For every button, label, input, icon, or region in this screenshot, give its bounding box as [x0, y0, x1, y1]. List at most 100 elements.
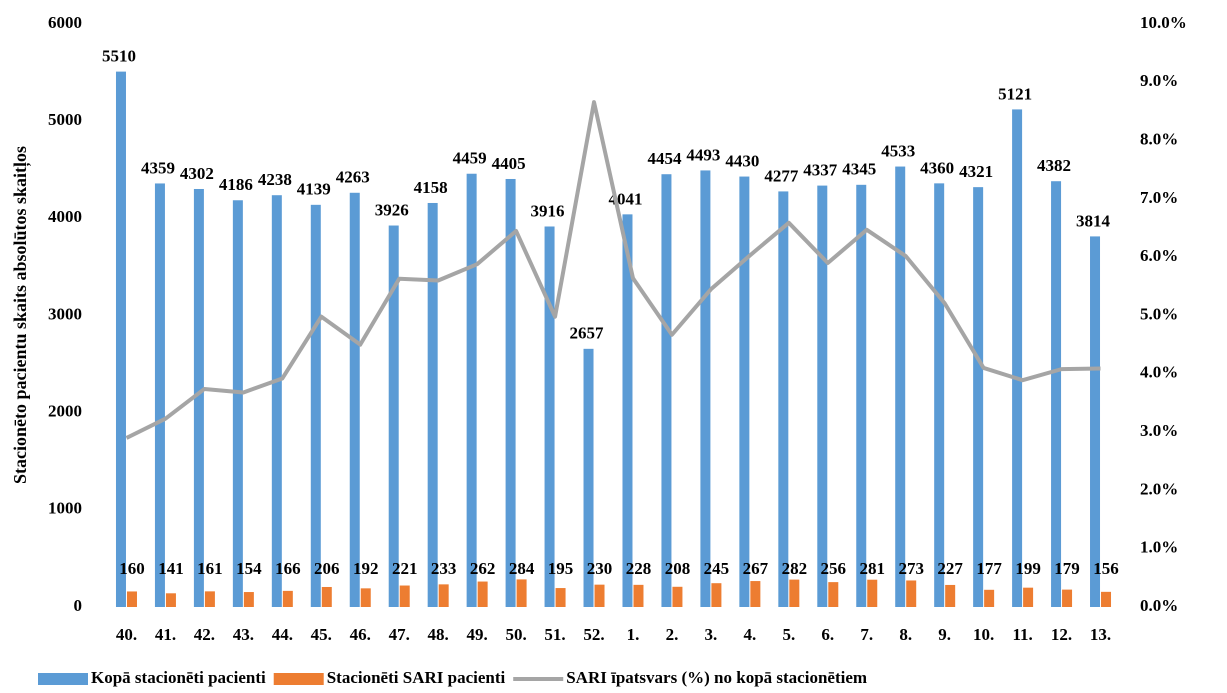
legend-swatch: [273, 673, 324, 685]
x-tick-label: 4.: [743, 625, 756, 644]
bar: [1101, 591, 1112, 607]
bar: [672, 586, 683, 607]
bar: [750, 581, 761, 607]
data-label: 179: [1054, 559, 1080, 578]
y-axis-title: Stacionēto pacientu skaits absolūtos ska…: [10, 146, 31, 484]
data-label: 4360: [920, 158, 954, 177]
bar: [700, 170, 711, 607]
bar: [633, 584, 644, 607]
bar: [594, 584, 605, 607]
data-label: 281: [860, 559, 886, 578]
data-label: 4337: [803, 160, 838, 179]
y2-tick-label: 0.0%: [1140, 596, 1178, 615]
x-tick-label: 7.: [860, 625, 873, 644]
bar: [204, 591, 215, 607]
bar: [282, 590, 293, 607]
data-label: 160: [119, 559, 145, 578]
bar: [165, 593, 176, 607]
data-label: 4345: [842, 160, 876, 179]
data-label: 228: [626, 559, 652, 578]
bar: [505, 178, 516, 607]
x-tick-label: 43.: [233, 625, 254, 644]
x-tick-label: 1.: [627, 625, 640, 644]
bar: [1051, 181, 1062, 607]
bar: [438, 584, 449, 607]
legend-swatch: [38, 673, 88, 685]
legend-label: SARI īpatsvars (%) no kopā stacionētiem: [566, 668, 867, 687]
data-label: 5510: [102, 47, 136, 66]
bar: [828, 582, 839, 607]
data-label: 4454: [647, 149, 682, 168]
bar: [739, 176, 750, 607]
bar: [867, 579, 878, 607]
x-tick-label: 10.: [973, 625, 994, 644]
bar: [934, 183, 945, 607]
line: [125, 100, 1101, 440]
data-label: 3926: [375, 200, 409, 219]
data-label: 4238: [258, 170, 292, 189]
data-label: 4263: [336, 168, 370, 187]
data-label: 2657: [570, 324, 605, 343]
x-tick-label: 11.: [1012, 625, 1032, 644]
data-label: 192: [353, 559, 379, 578]
data-label: 273: [898, 559, 924, 578]
bar: [321, 586, 332, 607]
bar: [126, 591, 137, 607]
y-tick-label: 2000: [48, 402, 82, 421]
bar: [984, 589, 995, 607]
bar: [271, 195, 282, 607]
data-label: 230: [587, 559, 613, 578]
x-tick-label: 12.: [1051, 625, 1072, 644]
data-label: 4277: [764, 166, 799, 185]
bar: [778, 191, 789, 608]
x-tick-label: 45.: [311, 625, 332, 644]
bar: [243, 592, 254, 607]
bar: [817, 185, 828, 607]
y2-tick-label: 2.0%: [1140, 479, 1178, 498]
y-tick-label: 5000: [48, 110, 82, 129]
legend-label: Kopā stacionēti pacienti: [91, 668, 266, 687]
y-tick-label: 4000: [48, 207, 82, 226]
data-label: 4359: [141, 158, 175, 177]
data-label: 4533: [881, 141, 915, 160]
bar: [583, 348, 594, 607]
data-label: 4405: [492, 154, 526, 173]
y2-tick-label: 3.0%: [1140, 421, 1178, 440]
bar: [466, 173, 477, 607]
data-label: 4139: [297, 180, 331, 199]
data-label: 262: [470, 559, 496, 578]
data-label: 4430: [725, 151, 759, 170]
bar: [360, 588, 371, 607]
data-label: 282: [782, 559, 808, 578]
x-tick-label: 3.: [705, 625, 718, 644]
x-tick-label: 13.: [1090, 625, 1111, 644]
data-label: 3916: [531, 201, 565, 220]
data-label: 208: [665, 559, 691, 578]
data-label: 4321: [959, 162, 993, 181]
data-label: 195: [548, 559, 574, 578]
bar: [310, 204, 321, 608]
y2-tick-label: 10.0%: [1140, 13, 1187, 32]
x-tick-label: 9.: [938, 625, 951, 644]
bar: [232, 200, 243, 608]
legend-label: Stacionēti SARI pacienti: [327, 668, 506, 687]
bar: [1012, 109, 1023, 608]
x-tick-label: 6.: [821, 625, 834, 644]
data-label: 154: [236, 559, 262, 578]
data-label: 4186: [219, 175, 253, 194]
x-tick-label: 44.: [272, 625, 293, 644]
data-label: 166: [275, 559, 301, 578]
bar: [906, 580, 917, 607]
data-label: 3814: [1076, 211, 1111, 230]
bar: [945, 584, 956, 607]
bar: [789, 579, 800, 607]
data-label: 4459: [453, 149, 487, 168]
y2-tick-label: 6.0%: [1140, 246, 1178, 265]
y2-tick-label: 4.0%: [1140, 363, 1178, 382]
bar: [555, 588, 566, 607]
y-tick-label: 1000: [48, 499, 82, 518]
data-label: 177: [976, 559, 1002, 578]
data-label: 4302: [180, 164, 214, 183]
x-tick-label: 8.: [899, 625, 912, 644]
